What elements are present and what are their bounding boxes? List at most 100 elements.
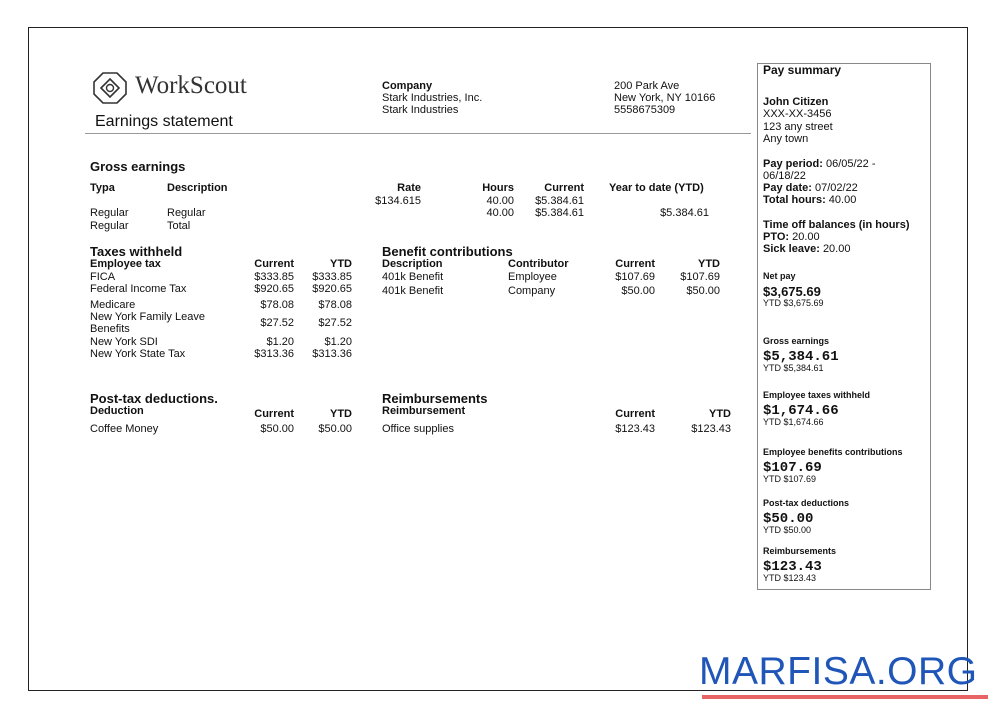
benefit-desc: 401k Benefit: [382, 271, 444, 283]
gross-row-type: Regular: [90, 220, 129, 232]
pto-value: 20.00: [792, 231, 820, 243]
watermark-underline: [702, 695, 988, 699]
total-hours-label: Total hours:: [763, 194, 826, 206]
col-hours: Hours: [482, 182, 514, 194]
gross-row-current: $5.384.61: [535, 207, 584, 219]
col-reimbursement: Reimbursement: [382, 405, 466, 417]
gross-row-desc: Total: [167, 220, 191, 232]
rate-value: $134.615: [375, 195, 421, 207]
summary-item-label: Gross earnings: [763, 336, 830, 346]
col-ytd: Year to date (YTD): [609, 182, 704, 194]
col-contributor: Contributor: [508, 258, 569, 270]
employee-town: Any town: [763, 133, 809, 145]
sick-value: 20.00: [822, 243, 851, 255]
summary-item-value: $1,674.66: [763, 403, 839, 419]
col-description: Description: [167, 182, 228, 194]
taxes-title: Taxes withheld: [90, 244, 183, 259]
summary-item-label: Employee taxes withheld: [763, 390, 871, 400]
col-employee-tax: Employee tax: [90, 258, 161, 270]
deduction-ytd: $50.00: [318, 423, 352, 435]
sick-label: Sick leave:: [763, 243, 820, 255]
company-name: Stark Industries, Inc.: [382, 92, 483, 104]
tax-name: Federal Income Tax: [90, 283, 187, 295]
tax-current: $333.85: [254, 271, 294, 283]
col-current: Current: [615, 258, 655, 270]
gross-row-type: Regular: [90, 207, 129, 219]
tax-name: New York State Tax: [90, 348, 186, 360]
deduction-current: $50.00: [260, 423, 294, 435]
summary-item-ytd: YTD $50.00: [763, 525, 812, 535]
company-label: Company: [382, 80, 433, 92]
pay-period-end: 06/18/22: [763, 170, 806, 182]
summary-item-value: $5,384.61: [763, 349, 839, 365]
pto-label: PTO:: [763, 231, 790, 243]
col-ytd: YTD: [330, 258, 352, 270]
benefit-contributor: Employee: [508, 271, 557, 283]
benefit-contributor: Company: [508, 285, 556, 297]
rate-hours: 40.00: [486, 195, 514, 207]
tax-current: $313.36: [254, 348, 294, 360]
net-pay-value: $3,675.69: [763, 284, 821, 299]
benefit-current: $50.00: [621, 285, 655, 297]
reimbursement-ytd: $123.43: [691, 423, 731, 435]
col-current: Current: [254, 408, 294, 420]
pay-date-label: Pay date:: [763, 182, 812, 194]
tax-current: $1.20: [266, 336, 294, 348]
col-ytd: YTD: [709, 408, 731, 420]
tax-ytd: $313.36: [312, 348, 352, 360]
benefits-title: Benefit contributions: [382, 244, 513, 259]
pay-date: 07/02/22: [814, 182, 858, 194]
pay-period: 06/05/22 -: [825, 158, 876, 170]
net-pay-ytd: YTD $3,675.69: [763, 298, 824, 308]
col-ytd: YTD: [330, 408, 352, 420]
gross-earnings-title: Gross earnings: [90, 159, 186, 174]
col-ytd: YTD: [698, 258, 720, 270]
tax-current: $920.65: [254, 283, 294, 295]
pay-summary-panel: [757, 63, 931, 590]
benefit-ytd: $50.00: [686, 285, 720, 297]
header-divider: [85, 133, 751, 134]
workscout-logo-icon: [93, 72, 127, 104]
summary-item-value: $50.00: [763, 511, 814, 527]
company-city: New York, NY 10166: [614, 92, 716, 104]
summary-item-label: Post-tax deductions: [763, 498, 850, 508]
reimbursement-current: $123.43: [615, 423, 655, 435]
employee-name: John Citizen: [763, 96, 829, 108]
tax-current: $78.08: [260, 299, 294, 311]
summary-item-label: Employee benefits contributions: [763, 447, 903, 457]
tax-name: Medicare: [90, 299, 136, 311]
tax-name: FICA: [90, 271, 116, 283]
summary-item-value: $123.43: [763, 559, 822, 575]
tax-name: New York SDI: [90, 336, 158, 348]
brand-name: WorkScout: [135, 72, 247, 99]
summary-item-ytd: YTD $5,384.61: [763, 363, 824, 373]
summary-item-ytd: YTD $1,674.66: [763, 417, 824, 427]
summary-item-value: $107.69: [763, 460, 822, 476]
tax-current: $27.52: [260, 317, 294, 329]
col-type: Typa: [90, 182, 115, 194]
company-address: 200 Park Ave: [614, 80, 680, 92]
tax-name-cont: Benefits: [90, 323, 130, 335]
company-phone: 5558675309: [614, 104, 676, 116]
summary-item-label: Reimbursements: [763, 546, 837, 556]
reimbursement-name: Office supplies: [382, 423, 454, 435]
page-title: Earnings statement: [95, 113, 233, 130]
tax-name: New York Family Leave: [90, 311, 205, 323]
gross-row-desc: Regular: [167, 207, 206, 219]
col-current: Current: [615, 408, 655, 420]
benefit-ytd: $107.69: [680, 271, 720, 283]
col-rate: Rate: [397, 182, 421, 194]
gross-row-hours: 40.00: [486, 207, 514, 219]
benefit-desc: 401k Benefit: [382, 285, 444, 297]
col-description: Description: [382, 258, 443, 270]
document-page: [28, 27, 968, 691]
total-hours: 40.00: [828, 194, 857, 206]
tax-ytd: $333.85: [312, 271, 352, 283]
company-name-short: Stark Industries: [382, 104, 459, 116]
tax-ytd: $78.08: [318, 299, 352, 311]
tax-ytd: $920.65: [312, 283, 352, 295]
rate-current: $5.384.61: [535, 195, 584, 207]
posttax-title: Post-tax deductions.: [90, 391, 218, 406]
summary-item-ytd: YTD $123.43: [763, 573, 817, 583]
reimbursements-title: Reimbursements: [382, 391, 488, 406]
